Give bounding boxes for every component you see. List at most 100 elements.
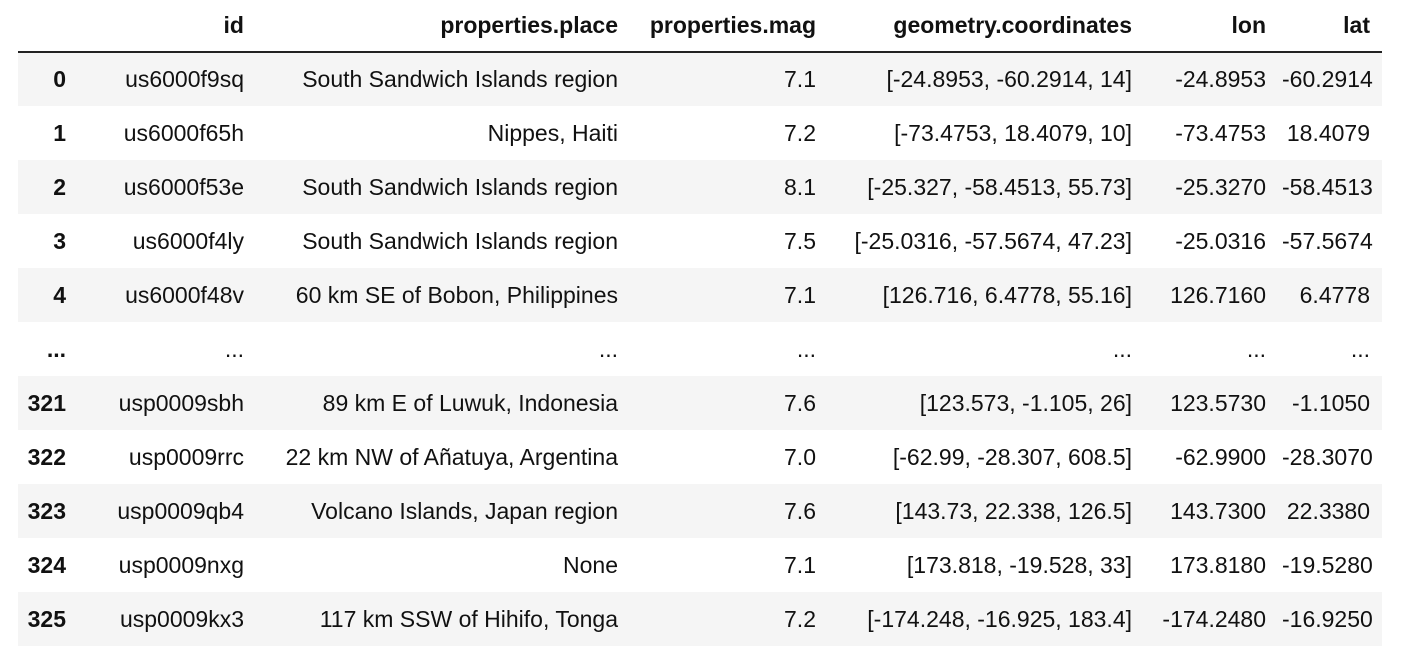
row-index: 3 [53,227,66,254]
column-header-place: properties.place [256,0,630,53]
cell-place: ... [598,335,618,362]
cell-id: us6000f9sq [125,66,244,92]
cell-lat: 22.3380 [1286,497,1370,524]
cell-id: us6000f53e [123,173,244,200]
dataframe-table: id properties.place properties.mag geome… [18,0,1382,646]
cell-lon: -73.4753 [1175,119,1266,146]
table-row: 323 usp0009qb4 Volcano Islands, Japan regi… [18,484,1382,538]
cell-id: usp0009sbh [118,389,244,416]
cell-place: South Sandwich Islands region [302,173,618,200]
cell-coordinates: [143.73, 22.338, 126.5] [895,497,1132,524]
cell-coordinates: [123.573, -1.105, 26] [919,389,1132,416]
cell-id: us6000f48v [125,281,244,308]
cell-lon: -25.0316 [1175,227,1266,254]
cell-lon: -174.2480 [1162,605,1266,632]
cell-lon: -25.3270 [1175,173,1266,200]
cell-lat: -19.5280 [1282,551,1373,578]
column-header-mag: properties.mag [630,0,828,53]
cell-lat: -60.2914 [1282,66,1373,92]
table-row: 325 usp0009kx3 117 km SSW of Hihifo, Tonga… [18,592,1382,646]
cell-lat: -28.3070 [1282,443,1373,470]
cell-id: us6000f65h [123,119,244,146]
cell-coordinates: [126.716, 6.4778, 55.16] [882,281,1132,308]
cell-mag: 7.1 [784,551,816,578]
row-index: 323 [27,497,66,524]
row-index: 1 [53,119,66,146]
table-row: 0 us6000f9sq South Sandwich Islands region… [18,52,1382,106]
cell-id: usp0009nxg [118,551,244,578]
column-header-lat: lat [1278,0,1382,53]
cell-mag: 7.5 [784,227,816,254]
cell-lat: 6.4778 [1299,281,1370,308]
cell-lon: 123.5730 [1170,389,1266,416]
header-row: id properties.place properties.mag geome… [18,0,1382,53]
cell-mag: 7.2 [784,605,816,632]
cell-lat: -58.4513 [1282,173,1373,200]
cell-id: us6000f4ly [132,227,244,254]
cell-place: South Sandwich Islands region [302,66,618,92]
cell-lon: -24.8953 [1175,66,1266,92]
cell-place: 60 km SE of Bobon, Philippines [295,281,618,308]
table-row: ..................... [18,322,1382,376]
cell-mag: 7.1 [784,281,816,308]
cell-lon: 173.8180 [1170,551,1266,578]
cell-mag: 7.6 [784,497,816,524]
cell-coordinates: [-174.248, -16.925, 183.4] [867,605,1132,632]
table-row: 321 usp0009sbh 89 km E of Luwuk, Indonesia… [18,376,1382,430]
dataframe-output: id properties.place properties.mag geome… [18,0,1382,646]
row-index: 2 [53,173,66,200]
cell-lat: -16.9250 [1282,605,1373,632]
cell-lat: ... [1350,335,1370,362]
cell-id: usp0009kx3 [119,605,244,632]
cell-lat: -57.5674 [1282,227,1373,254]
row-index: 0 [53,66,66,92]
cell-lon: 126.7160 [1170,281,1266,308]
table-row: 324 usp0009nxg None 7.1 [173.818, -19.528, 3… [18,538,1382,592]
cell-place: South Sandwich Islands region [302,227,618,254]
cell-place: 89 km E of Luwuk, Indonesia [322,389,618,416]
cell-mag: 7.2 [784,119,816,146]
cell-id: usp0009qb4 [117,497,244,524]
cell-coordinates: [-73.4753, 18.4079, 10] [894,119,1132,146]
row-index: 325 [27,605,66,632]
cell-mag: ... [796,335,816,362]
column-header-index [18,0,78,53]
cell-mag: 8.1 [784,173,816,200]
cell-coordinates: [-62.99, -28.307, 608.5] [892,443,1132,470]
cell-coordinates: [-24.8953, -60.2914, 14] [886,66,1132,92]
table-header: id properties.place properties.mag geome… [18,0,1382,53]
table-row: 4 us6000f48v 60 km SE of Bobon, Philippine… [18,268,1382,322]
cell-place: 117 km SSW of Hihifo, Tonga [319,605,618,632]
cell-mag: 7.6 [784,389,816,416]
cell-place: Nippes, Haiti [487,119,618,146]
cell-place: Volcano Islands, Japan region [311,497,618,524]
cell-lon: ... [1246,335,1266,362]
row-index: 324 [27,551,66,578]
row-index: 322 [27,443,66,470]
cell-coordinates: ... [1112,335,1132,362]
cell-coordinates: [-25.0316, -57.5674, 47.23] [854,227,1133,254]
cell-lon: -62.9900 [1175,443,1266,470]
row-index: ... [46,335,66,362]
cell-place: None [563,551,618,578]
cell-lat: -1.1050 [1291,389,1370,416]
cell-coordinates: [-25.327, -58.4513, 55.73] [867,173,1132,200]
row-index: 4 [53,281,66,308]
cell-id: ... [224,335,244,362]
cell-lon: 143.7300 [1170,497,1266,524]
column-header-lon: lon [1144,0,1278,53]
table-row: 2 us6000f53e South Sandwich Islands region… [18,160,1382,214]
table-body: 0 us6000f9sq South Sandwich Islands region… [18,52,1382,646]
cell-coordinates: [173.818, -19.528, 33] [906,551,1132,578]
cell-id: usp0009rrc [128,443,244,470]
column-header-id: id [78,0,256,53]
cell-mag: 7.0 [784,443,816,470]
cell-lat: 18.4079 [1286,119,1370,146]
table-row: 1 us6000f65h Nippes, Haiti 7.2 [-73.4753, 18… [18,106,1382,160]
row-index: 321 [27,389,66,416]
column-header-coordinates: geometry.coordinates [828,0,1144,53]
table-row: 322 usp0009rrc 22 km NW of Añatuya, Argent… [18,430,1382,484]
table-row: 3 us6000f4ly South Sandwich Islands region… [18,214,1382,268]
cell-place: 22 km NW of Añatuya, Argentina [285,443,618,470]
cell-mag: 7.1 [784,66,816,92]
